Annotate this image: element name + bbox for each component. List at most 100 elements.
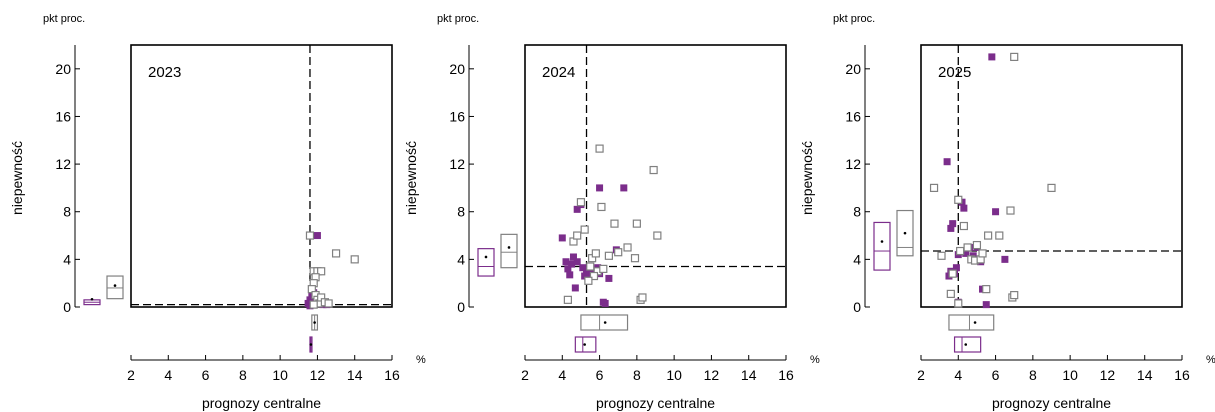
plot-frame <box>524 44 787 308</box>
point-hollow <box>630 254 640 263</box>
point-hollow <box>586 262 595 271</box>
point-hollow <box>584 276 593 285</box>
x-box-mean <box>973 321 977 324</box>
x-tick-label: 10 <box>272 367 288 383</box>
x-tick-label: 2 <box>917 367 925 383</box>
x-tick-label: 8 <box>1029 367 1037 383</box>
x-unit-label: % <box>810 354 820 366</box>
point-hollow <box>653 231 662 240</box>
y-tick-label: 4 <box>457 251 465 267</box>
x-box-hollow <box>948 314 995 331</box>
point-hollow <box>995 231 1004 240</box>
chart-panel-2023: pkt proc. 0 4 8 12 16 20 niepewność 2023 2 4 6 8 10 12… <box>9 13 426 411</box>
point-hollow <box>597 202 606 212</box>
point-filled <box>952 264 960 272</box>
point-hollow <box>576 198 586 207</box>
point-hollow <box>563 295 572 304</box>
point-filled <box>562 258 570 266</box>
point-hollow <box>638 293 647 302</box>
x-tick-label: 14 <box>347 367 363 383</box>
x-axis-label: prognozy centralne <box>992 395 1111 411</box>
point-filled <box>579 264 587 272</box>
point-hollow <box>623 243 632 252</box>
chart-panel-2024: pkt proc. 0 4 8 12 16 20 niepewność 2024 2 4 6 8 10 12… <box>403 13 820 411</box>
y-tick-label: 0 <box>457 299 465 315</box>
x-tick-label: 6 <box>596 367 604 383</box>
point-hollow <box>614 248 623 257</box>
point-filled <box>573 258 581 266</box>
x-box-filled <box>953 336 982 353</box>
point-filled <box>1001 255 1009 263</box>
x-tick-label: 12 <box>704 367 720 383</box>
point-filled <box>988 53 996 61</box>
x-box-mean <box>313 321 316 324</box>
point-filled <box>992 208 1000 216</box>
point-filled <box>571 284 579 292</box>
y-box-mean <box>507 246 511 249</box>
point-filled <box>558 234 566 242</box>
y-box-mean <box>90 297 94 301</box>
unit-label: pkt proc. <box>43 13 85 25</box>
point-hollow <box>649 165 658 175</box>
x-tick-label: 10 <box>1062 367 1078 383</box>
x-tick-label: 16 <box>1174 367 1190 383</box>
point-hollow <box>305 231 315 240</box>
point-filled <box>943 158 951 166</box>
x-tick-label: 10 <box>666 367 682 383</box>
point-filled <box>596 184 604 192</box>
y-box-filled <box>873 221 891 271</box>
y-tick-label: 8 <box>63 204 71 220</box>
point-filled <box>982 301 990 309</box>
x-tick-label: 6 <box>202 367 210 383</box>
point-filled <box>564 265 572 273</box>
x-tick-label: 16 <box>384 367 400 383</box>
x-tick-label: 14 <box>741 367 757 383</box>
x-tick-label: 2 <box>521 367 529 383</box>
point-hollow <box>954 299 963 308</box>
y-tick-label: 20 <box>845 61 861 77</box>
point-hollow <box>610 219 619 228</box>
x-axis-label: prognozy centralne <box>202 395 321 411</box>
point-filled <box>947 224 955 232</box>
point-hollow <box>589 271 599 281</box>
x-tick-label: 14 <box>1137 367 1153 383</box>
y-tick-label: 12 <box>845 156 861 172</box>
x-tick-label: 4 <box>954 367 962 383</box>
chart-panel-2025: pkt proc. 0 4 8 12 16 20 niepewność 2025 2 4 6 8 10 12… <box>799 13 1215 411</box>
x-tick-label: 8 <box>239 367 247 383</box>
point-filled <box>962 249 970 257</box>
y-box-hollow <box>106 275 124 300</box>
y-tick-label: 0 <box>63 299 71 315</box>
y-tick-label: 12 <box>449 156 465 172</box>
point-hollow <box>599 264 608 273</box>
point-hollow <box>1006 206 1015 215</box>
y-box-mean <box>484 255 488 259</box>
unit-label: pkt proc. <box>833 13 875 25</box>
x-tick-label: 16 <box>778 367 794 383</box>
y-box-mean <box>903 231 907 235</box>
x-tick-label: 2 <box>127 367 135 383</box>
y-tick-label: 20 <box>55 61 71 77</box>
point-hollow <box>1047 183 1056 193</box>
unit-label: pkt proc. <box>437 13 479 25</box>
point-hollow <box>632 219 641 228</box>
y-tick-label: 4 <box>63 251 71 267</box>
x-box-mean <box>603 321 607 324</box>
y-box-mean <box>880 240 884 243</box>
point-hollow <box>954 195 963 204</box>
point-hollow <box>963 243 972 252</box>
point-hollow <box>324 299 333 308</box>
y-tick-label: 4 <box>853 251 861 267</box>
point-hollow <box>959 221 968 231</box>
point-hollow <box>972 240 982 250</box>
y-axis-label: niepewność <box>9 141 25 215</box>
plot-frame <box>130 44 393 308</box>
y-box-filled <box>477 248 495 277</box>
point-hollow <box>937 251 946 260</box>
y-tick-label: 0 <box>853 299 861 315</box>
y-tick-label: 16 <box>449 108 465 124</box>
point-filled <box>960 204 968 212</box>
point-hollow <box>982 285 991 294</box>
point-hollow <box>984 231 993 240</box>
y-tick-label: 20 <box>449 61 465 77</box>
